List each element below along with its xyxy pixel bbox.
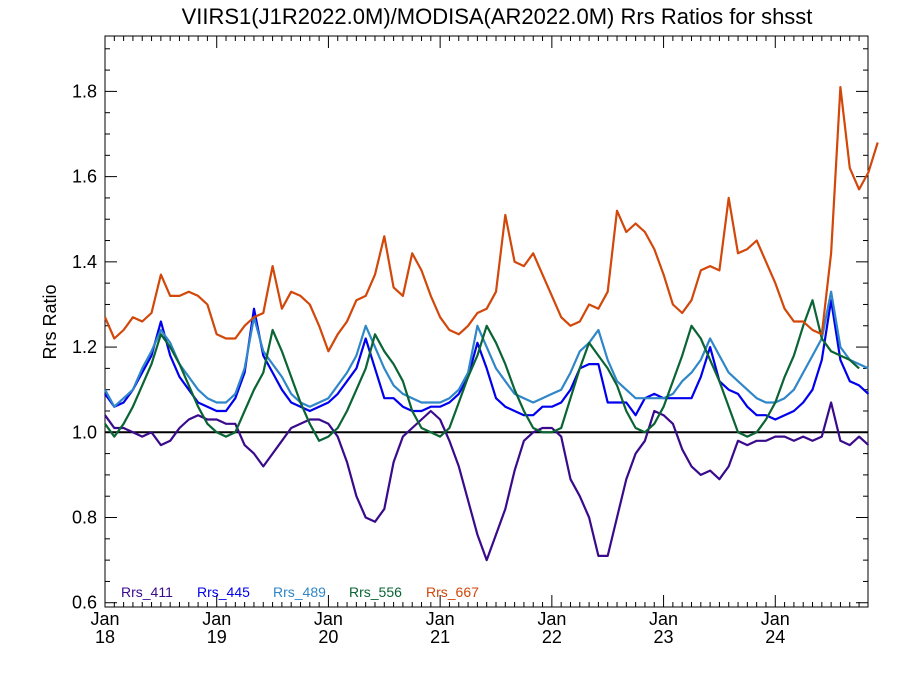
y-tick-label: 1.4 <box>72 252 97 272</box>
legend: Rrs_411 Rrs_445 Rrs_489 Rrs_556 Rrs_667 <box>121 584 479 600</box>
x-tick-label-month: Jan <box>90 609 119 629</box>
y-tick-label: 1.0 <box>72 422 97 442</box>
x-tick-label-year: 21 <box>430 627 450 647</box>
x-tick-label-year: 24 <box>765 627 785 647</box>
series-line-rrs-411 <box>104 401 870 562</box>
x-tick-label-month: Jan <box>426 609 455 629</box>
legend-label: Rrs_411 <box>121 584 173 600</box>
legend-label: Rrs_556 <box>349 584 402 600</box>
y-axis-label: Rrs Ratio <box>40 284 60 359</box>
x-tick-label-month: Jan <box>202 609 231 629</box>
y-tick-label: 1.8 <box>72 81 97 101</box>
x-tick-label-month: Jan <box>537 609 566 629</box>
series-line-rrs-489 <box>104 290 869 408</box>
x-tick-label-month: Jan <box>649 609 678 629</box>
series-group <box>103 85 879 562</box>
x-tick-label-year: 19 <box>207 627 227 647</box>
series-line-rrs-667 <box>103 85 879 353</box>
legend-label: Rrs_667 <box>426 584 479 600</box>
legend-label: Rrs_489 <box>273 584 326 600</box>
x-tick-label-year: 18 <box>95 627 115 647</box>
x-tick-label-year: 22 <box>542 627 562 647</box>
y-axis: 0.6 0.8 1.0 1.2 1.4 1.6 1.8 <box>72 48 868 613</box>
y-tick-label: 1.6 <box>72 167 97 187</box>
chart-title: VIIRS1(J1R2022.0M)/MODISA(AR2022.0M) Rrs… <box>182 4 813 29</box>
x-tick-label-year: 20 <box>318 627 338 647</box>
plot-frame <box>104 35 869 608</box>
legend-label: Rrs_445 <box>197 584 250 600</box>
x-tick-label-year: 23 <box>654 627 674 647</box>
x-tick-label-month: Jan <box>761 609 790 629</box>
y-tick-label: 0.8 <box>72 508 97 528</box>
y-tick-label: 1.2 <box>72 337 97 357</box>
series-line-rrs-445 <box>104 299 870 421</box>
x-tick-label-month: Jan <box>314 609 343 629</box>
series-line-rrs-556 <box>104 299 860 442</box>
y-tick-label: 0.6 <box>72 593 97 613</box>
